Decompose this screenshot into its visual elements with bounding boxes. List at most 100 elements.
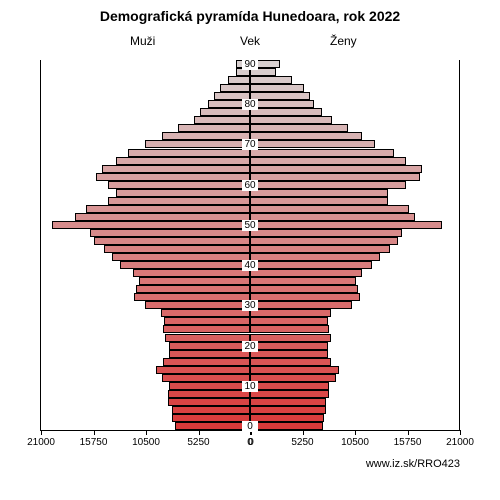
age-tick-label: 20	[242, 341, 258, 352]
women-bar	[250, 285, 358, 293]
women-bar	[250, 140, 375, 148]
x-tick-label: 5250	[291, 437, 313, 448]
men-bar	[108, 181, 250, 189]
men-bar	[139, 277, 250, 285]
women-bar	[250, 100, 314, 108]
women-bar	[250, 157, 406, 165]
men-bar	[165, 334, 250, 342]
men-bar	[90, 229, 250, 237]
men-bar	[169, 350, 250, 358]
label-age: Vek	[240, 34, 260, 48]
men-bar	[133, 269, 250, 277]
women-bar	[250, 149, 394, 157]
men-bar	[172, 406, 250, 414]
age-tick-label: 10	[242, 381, 258, 392]
women-bar	[250, 173, 420, 181]
women-bar	[250, 229, 402, 237]
women-bar	[250, 334, 331, 342]
women-bar	[250, 245, 390, 253]
men-bar	[94, 237, 250, 245]
men-bar	[145, 301, 250, 309]
men-bar	[161, 309, 250, 317]
women-bar	[250, 350, 328, 358]
men-bar	[112, 253, 250, 261]
men-bar	[156, 366, 250, 374]
men-bar	[163, 325, 250, 333]
women-bar	[250, 342, 328, 350]
men-bar	[104, 245, 250, 253]
women-bar	[250, 293, 360, 301]
men-bar	[116, 157, 250, 165]
women-bar	[250, 165, 422, 173]
women-bar	[250, 197, 388, 205]
women-bar	[250, 269, 362, 277]
men-bar	[162, 132, 250, 140]
women-bar	[250, 189, 388, 197]
age-tick-label: 0	[242, 421, 258, 432]
men-bar	[169, 382, 250, 390]
men-bar	[128, 149, 250, 157]
chart-container: Demografická pyramída Hunedoara, rok 202…	[0, 0, 500, 500]
age-tick-label: 40	[242, 260, 258, 271]
men-panel: 21000157501050052500	[40, 60, 250, 430]
women-bar	[250, 116, 332, 124]
age-tick-label: 30	[242, 300, 258, 311]
men-bar	[145, 140, 250, 148]
source-label: www.iz.sk/RRO423	[366, 458, 460, 470]
age-tick-label: 60	[242, 180, 258, 191]
men-bar	[162, 374, 250, 382]
x-tick-label: 10500	[132, 437, 160, 448]
women-bar	[250, 374, 336, 382]
x-tick	[199, 430, 200, 435]
women-bar	[250, 301, 352, 309]
men-bar	[169, 342, 250, 350]
men-bar	[102, 165, 250, 173]
women-bar	[250, 108, 322, 116]
men-bar	[164, 317, 250, 325]
label-women: Ženy	[330, 34, 357, 48]
men-bar	[220, 84, 250, 92]
men-bar	[168, 390, 250, 398]
men-bar	[75, 213, 250, 221]
men-bar	[136, 285, 250, 293]
x-tick	[41, 430, 42, 435]
men-bar	[116, 189, 250, 197]
women-bar	[250, 253, 380, 261]
age-tick-label: 80	[242, 99, 258, 110]
men-bar	[175, 422, 250, 430]
women-bar	[250, 325, 329, 333]
label-men: Muži	[130, 34, 155, 48]
women-bar	[250, 406, 326, 414]
women-bar	[250, 92, 310, 100]
women-bar	[250, 414, 324, 422]
age-tick-label: 70	[242, 139, 258, 150]
x-tick-label: 5250	[187, 437, 209, 448]
x-tick-label: 21000	[446, 437, 474, 448]
x-tick-label: 10500	[341, 437, 369, 448]
x-tick-label: 0	[247, 437, 253, 448]
women-bar	[250, 221, 442, 229]
women-bar	[250, 382, 329, 390]
women-bar	[250, 124, 348, 132]
women-bar	[250, 309, 331, 317]
x-tick	[355, 430, 356, 435]
men-bar	[86, 205, 250, 213]
women-bar	[250, 390, 329, 398]
women-bar	[250, 422, 323, 430]
women-bar	[250, 132, 362, 140]
men-bar	[178, 124, 250, 132]
women-bar	[250, 317, 328, 325]
women-bar	[250, 237, 398, 245]
women-bar	[250, 205, 409, 213]
women-panel: 05250105001575021000	[250, 60, 460, 430]
age-tick-label: 50	[242, 220, 258, 231]
women-bar	[250, 84, 304, 92]
women-bar	[250, 398, 326, 406]
age-tick-label: 90	[242, 59, 258, 70]
x-tick	[303, 430, 304, 435]
men-bar	[172, 414, 250, 422]
x-tick-label: 15750	[394, 437, 422, 448]
women-bar	[250, 277, 356, 285]
men-bar	[108, 197, 250, 205]
men-bar	[96, 173, 250, 181]
